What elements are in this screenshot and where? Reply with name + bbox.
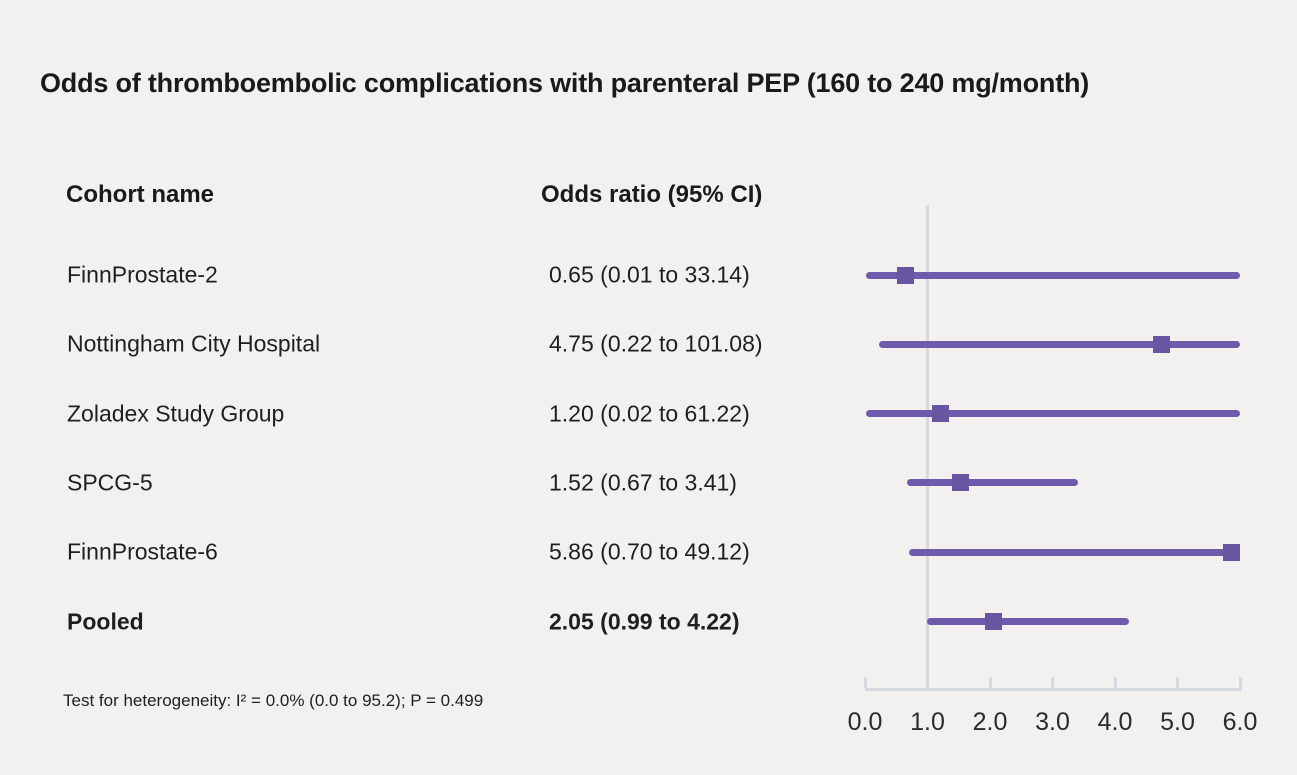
confidence-interval-line [906,479,1079,487]
point-estimate-marker [931,405,949,423]
confidence-interval-line [926,618,1129,625]
x-axis-tick-label: 4.0 [1097,708,1133,736]
column-header-odds-ratio: Odds ratio (95% CI) [541,181,763,208]
point-estimate-marker [984,613,1002,630]
cohort-label: FinnProstate-2 [67,261,218,288]
cohort-label: Nottingham City Hospital [67,330,321,357]
x-axis-tick [863,677,867,688]
x-axis-tick-label: 5.0 [1160,708,1195,736]
x-axis-tick [926,677,929,688]
point-estimate-marker [897,266,915,284]
odds-ratio-value: 0.65 (0.01 to 33.14) [549,261,750,288]
x-axis-tick-label: 3.0 [1035,708,1070,736]
odds-ratio-value: 5.86 (0.70 to 49.12) [549,538,750,565]
confidence-interval-line [878,340,1240,348]
chart-title: Odds of thromboembolic complications wit… [40,68,1090,98]
cohort-label: SPCG-5 [67,469,153,496]
confidence-interval-line [865,271,1240,279]
heterogeneity-footnote: Test for heterogeneity: I² = 0.0% (0.0 t… [63,691,484,710]
x-axis-tick-label: 0.0 [847,708,883,736]
cohort-label: FinnProstate-6 [67,538,218,565]
x-axis-line [865,688,1242,691]
x-axis-tick [988,677,992,688]
x-axis-tick [1113,677,1117,688]
x-axis-tick [1176,677,1179,688]
x-axis-tick-label: 2.0 [972,708,1008,736]
x-axis-tick-label: 1.0 [910,708,945,736]
confidence-interval-line [866,410,1240,418]
x-axis-tick [1051,677,1054,688]
x-axis-tick [1238,677,1242,688]
odds-ratio-value: 1.20 (0.02 to 61.22) [549,400,750,427]
x-axis-tick-label: 6.0 [1222,708,1258,736]
reference-line-or-1 [926,205,929,690]
point-estimate-marker [1153,335,1171,353]
cohort-label: Pooled [67,608,144,634]
column-header-cohort-name: Cohort name [66,181,215,208]
point-estimate-marker [1222,543,1240,561]
odds-ratio-value: 4.75 (0.22 to 101.08) [549,330,763,357]
cohort-label: Zoladex Study Group [67,400,285,427]
odds-ratio-value: 1.52 (0.67 to 3.41) [549,469,737,496]
point-estimate-marker [951,474,969,492]
confidence-interval-line [908,548,1240,556]
odds-ratio-value: 2.05 (0.99 to 4.22) [549,608,740,634]
